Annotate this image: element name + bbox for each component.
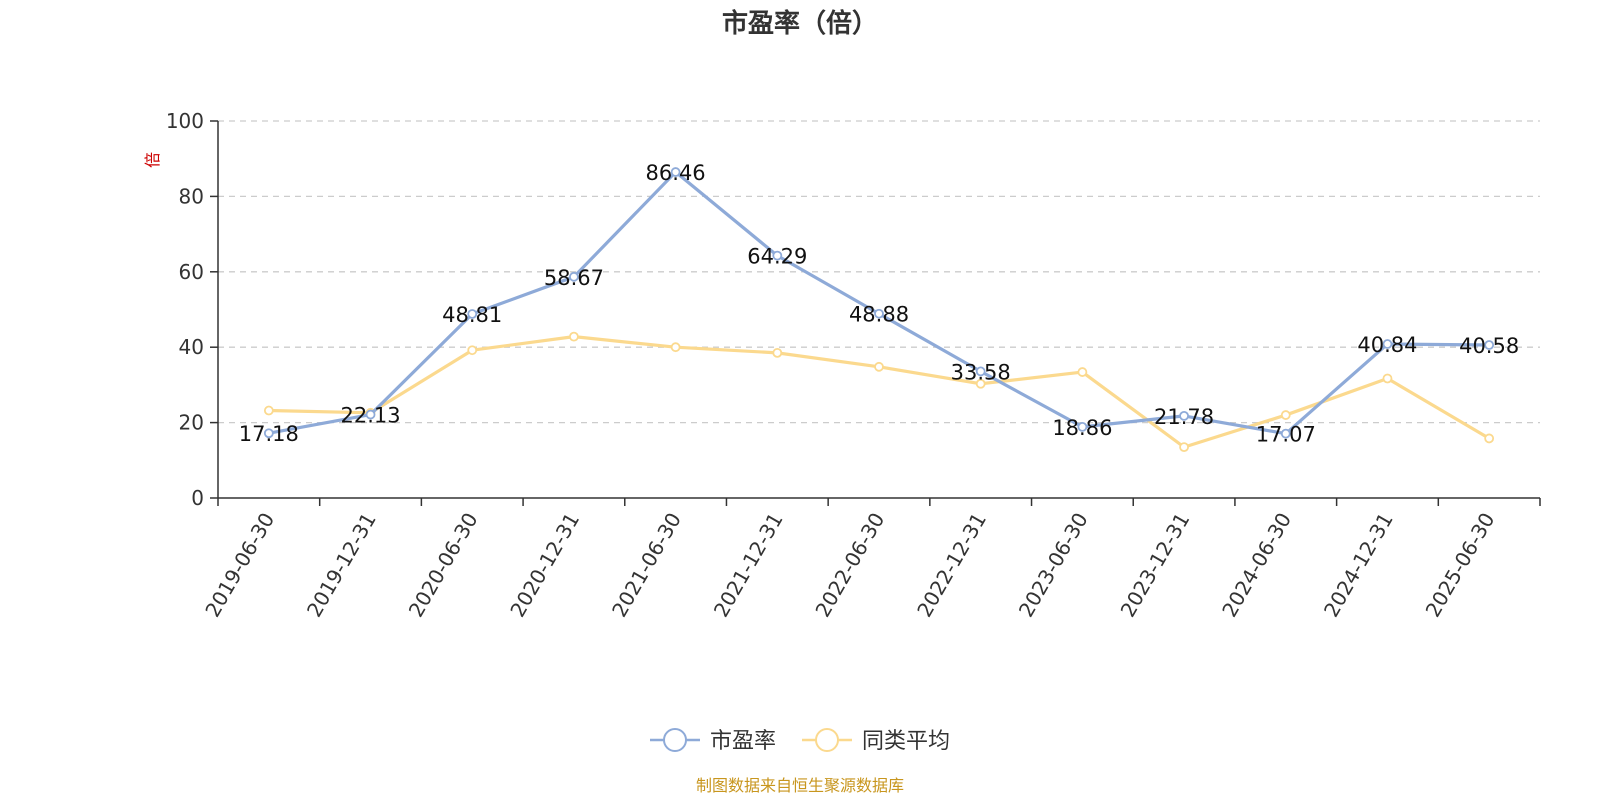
grid <box>218 120 1540 424</box>
legend-label: 市盈率 <box>710 729 776 754</box>
x-tick-label: 2019-06-30 <box>200 509 279 622</box>
series-1-point[interactable] <box>263 405 274 416</box>
series-0-point[interactable] <box>1484 340 1495 350</box>
x-tick-label: 2019-12-31 <box>302 509 381 622</box>
data-label: 40.58 <box>1459 334 1519 358</box>
data-label: 17.07 <box>1256 423 1316 447</box>
source-note: 制图数据来自恒生聚源数据库 <box>696 776 904 795</box>
y-tick-label: 80 <box>179 184 204 208</box>
x-tick-label: 2022-06-30 <box>810 509 889 622</box>
series-0-point[interactable] <box>365 409 376 420</box>
data-label: 58.67 <box>544 266 604 290</box>
series-1-point[interactable] <box>1484 433 1495 444</box>
series-0-point[interactable] <box>1179 410 1189 421</box>
x-tick-label: 2021-12-31 <box>709 509 788 622</box>
series-0-point[interactable] <box>772 250 783 261</box>
series-1-point[interactable] <box>1077 367 1088 377</box>
series-1-point[interactable] <box>1382 373 1393 384</box>
series-0-point[interactable] <box>1382 339 1393 349</box>
series-1-point[interactable] <box>975 378 986 389</box>
data-label: 18.86 <box>1052 416 1112 440</box>
series-0-point[interactable] <box>1077 421 1088 432</box>
data-label: 64.29 <box>747 245 807 269</box>
series-1-point[interactable] <box>670 342 681 353</box>
y-tick-label: 60 <box>179 260 204 284</box>
series <box>263 167 1495 453</box>
legend-item-0[interactable]: 市盈率 <box>650 728 776 754</box>
series-0-point[interactable] <box>874 308 884 319</box>
series-1-point[interactable] <box>569 331 579 342</box>
data-label: 33.58 <box>951 360 1011 384</box>
x-tick-label: 2025-06-30 <box>1421 509 1500 622</box>
series-1-point[interactable] <box>772 347 783 358</box>
data-label: 48.88 <box>849 303 909 327</box>
x-tick-label: 2024-12-31 <box>1319 509 1398 622</box>
x-tick-label: 2023-06-30 <box>1014 509 1093 622</box>
data-label: 48.81 <box>442 303 502 327</box>
data-label: 21.78 <box>1154 405 1214 429</box>
series-1-point[interactable] <box>874 361 884 372</box>
series-0-point[interactable] <box>263 428 274 439</box>
legend-label: 同类平均 <box>862 729 950 754</box>
legend[interactable]: 市盈率 同类平均 <box>650 728 950 754</box>
data-label: 86.46 <box>646 161 706 185</box>
chart-title: 市盈率（倍） <box>722 8 878 39</box>
legend-item-1[interactable]: 同类平均 <box>802 728 950 754</box>
x-tick-label: 2022-12-31 <box>912 509 991 622</box>
x-tick-label: 2020-06-30 <box>404 509 483 622</box>
y-tick-label: 20 <box>179 411 204 435</box>
axes: 0 20 40 60 80 100 2019-06-30 2019-12-31 2020-06-… <box>166 109 1541 622</box>
data-label: 17.18 <box>239 422 299 446</box>
data-label: 40.84 <box>1357 333 1417 357</box>
series-1-point[interactable] <box>1280 410 1291 420</box>
y-tick-label: 0 <box>191 486 204 510</box>
y-tick-label: 40 <box>179 335 204 359</box>
legend-marker <box>663 728 687 752</box>
series-0-point[interactable] <box>569 271 579 282</box>
series-1-point[interactable] <box>1179 442 1189 453</box>
series-1-point[interactable] <box>467 345 478 356</box>
y-tick-label: 100 <box>166 109 204 133</box>
y-axis-unit: 倍 <box>143 152 162 168</box>
data-label: 22.13 <box>340 404 400 428</box>
x-tick-label: 2024-06-30 <box>1217 509 1296 622</box>
series-0-point[interactable] <box>1280 428 1291 439</box>
series-0-point[interactable] <box>670 167 681 177</box>
series-0-point[interactable] <box>467 309 478 319</box>
data-labels: 17.18 22.13 48.81 58.67 86.46 64.29 48.88 33.58… <box>239 161 1519 447</box>
series-0-point[interactable] <box>975 366 986 377</box>
x-tick-label: 2023-12-31 <box>1116 509 1195 622</box>
x-tick-label: 2020-12-31 <box>505 509 584 622</box>
legend-marker <box>815 728 839 752</box>
x-tick-label: 2021-06-30 <box>607 509 686 622</box>
